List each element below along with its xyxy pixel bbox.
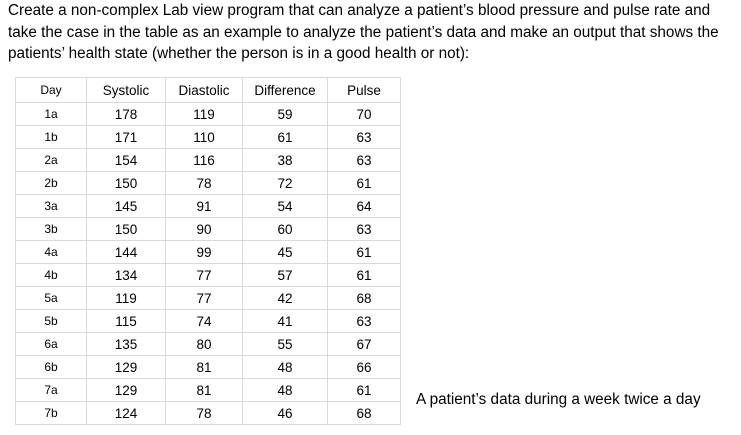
table-row: 1a 178 119 59 70	[15, 102, 401, 126]
cell-systolic: 178	[86, 102, 166, 126]
cell-pulse: 68	[327, 401, 401, 425]
cell-pulse: 68	[327, 286, 401, 310]
cell-pulse: 64	[327, 194, 401, 218]
cell-diastolic: 91	[165, 194, 243, 218]
header-day: Day	[15, 77, 87, 103]
cell-difference: 60	[242, 217, 328, 241]
table-row: 7b 124 78 46 68	[15, 401, 401, 425]
cell-systolic: 119	[86, 286, 166, 310]
cell-diastolic: 81	[165, 378, 243, 402]
cell-day: 5a	[15, 286, 87, 310]
cell-pulse: 61	[327, 171, 401, 195]
table-row: 3a 145 91 54 64	[15, 194, 401, 218]
cell-diastolic: 116	[165, 148, 243, 172]
cell-day: 6b	[15, 355, 87, 379]
cell-difference: 54	[242, 194, 328, 218]
table-row: 5b 115 74 41 63	[15, 309, 401, 333]
cell-systolic: 115	[86, 309, 166, 333]
cell-day: 7a	[15, 378, 87, 402]
cell-pulse: 66	[327, 355, 401, 379]
table-row: 4a 144 99 45 61	[15, 240, 401, 264]
table-row: 1b 171 110 61 63	[15, 125, 401, 149]
cell-day: 1a	[15, 102, 87, 126]
cell-difference: 48	[242, 355, 328, 379]
cell-difference: 41	[242, 309, 328, 333]
cell-difference: 42	[242, 286, 328, 310]
cell-systolic: 144	[86, 240, 166, 264]
cell-diastolic: 119	[165, 102, 243, 126]
cell-difference: 59	[242, 102, 328, 126]
table-caption: A patient’s data during a week twice a d…	[416, 391, 701, 408]
cell-difference: 38	[242, 148, 328, 172]
cell-pulse: 63	[327, 217, 401, 241]
cell-pulse: 63	[327, 148, 401, 172]
cell-systolic: 150	[86, 217, 166, 241]
cell-difference: 48	[242, 378, 328, 402]
cell-day: 4a	[15, 240, 87, 264]
cell-difference: 45	[242, 240, 328, 264]
cell-diastolic: 78	[165, 171, 243, 195]
cell-systolic: 145	[86, 194, 166, 218]
cell-day: 5b	[15, 309, 87, 333]
cell-diastolic: 77	[165, 286, 243, 310]
table-header-row: Day Systolic Diastolic Difference Pulse	[15, 77, 401, 103]
table-row: 4b 134 77 57 61	[15, 263, 401, 287]
cell-difference: 57	[242, 263, 328, 287]
cell-systolic: 134	[86, 263, 166, 287]
cell-diastolic: 90	[165, 217, 243, 241]
cell-day: 3a	[15, 194, 87, 218]
cell-pulse: 61	[327, 378, 401, 402]
patient-data-table: Day Systolic Diastolic Difference Pulse …	[15, 77, 401, 425]
cell-systolic: 150	[86, 171, 166, 195]
cell-pulse: 61	[327, 263, 401, 287]
table-row: 3b 150 90 60 63	[15, 217, 401, 241]
cell-pulse: 67	[327, 332, 401, 356]
cell-systolic: 124	[86, 401, 166, 425]
cell-day: 7b	[15, 401, 87, 425]
cell-systolic: 129	[86, 355, 166, 379]
cell-day: 2a	[15, 148, 87, 172]
table-row: 7a 129 81 48 61	[15, 378, 401, 402]
cell-day: 3b	[15, 217, 87, 241]
header-pulse: Pulse	[327, 77, 401, 103]
cell-difference: 61	[242, 125, 328, 149]
table-row: 6b 129 81 48 66	[15, 355, 401, 379]
table-row: 2b 150 78 72 61	[15, 171, 401, 195]
cell-pulse: 61	[327, 240, 401, 264]
cell-difference: 55	[242, 332, 328, 356]
question-text: Create a non-complex Lab view program th…	[8, 0, 736, 65]
table-body: 1a 178 119 59 70 1b 171 110 61 63 2a 154…	[15, 102, 401, 425]
patient-data-table-container: Day Systolic Diastolic Difference Pulse …	[15, 77, 401, 425]
cell-pulse: 63	[327, 309, 401, 333]
cell-diastolic: 74	[165, 309, 243, 333]
cell-difference: 46	[242, 401, 328, 425]
cell-day: 1b	[15, 125, 87, 149]
cell-pulse: 70	[327, 102, 401, 126]
question-line-1: Create a non-complex Lab view program th…	[8, 2, 711, 19]
question-line-3: patients’ health state (whether the pers…	[8, 45, 470, 62]
cell-diastolic: 110	[165, 125, 243, 149]
question-line-2: take the case in the table as an example…	[8, 23, 719, 41]
cell-systolic: 171	[86, 125, 166, 149]
table-row: 6a 135 80 55 67	[15, 332, 401, 356]
cell-systolic: 135	[86, 332, 166, 356]
cell-diastolic: 77	[165, 263, 243, 287]
header-difference: Difference	[242, 77, 328, 103]
cell-day: 2b	[15, 171, 87, 195]
cell-diastolic: 80	[165, 332, 243, 356]
cell-day: 6a	[15, 332, 87, 356]
cell-pulse: 63	[327, 125, 401, 149]
header-systolic: Systolic	[86, 77, 166, 103]
header-diastolic: Diastolic	[165, 77, 243, 103]
cell-systolic: 154	[86, 148, 166, 172]
cell-systolic: 129	[86, 378, 166, 402]
cell-diastolic: 81	[165, 355, 243, 379]
table-row: 2a 154 116 38 63	[15, 148, 401, 172]
cell-diastolic: 99	[165, 240, 243, 264]
table-row: 5a 119 77 42 68	[15, 286, 401, 310]
cell-difference: 72	[242, 171, 328, 195]
cell-day: 4b	[15, 263, 87, 287]
cell-diastolic: 78	[165, 401, 243, 425]
